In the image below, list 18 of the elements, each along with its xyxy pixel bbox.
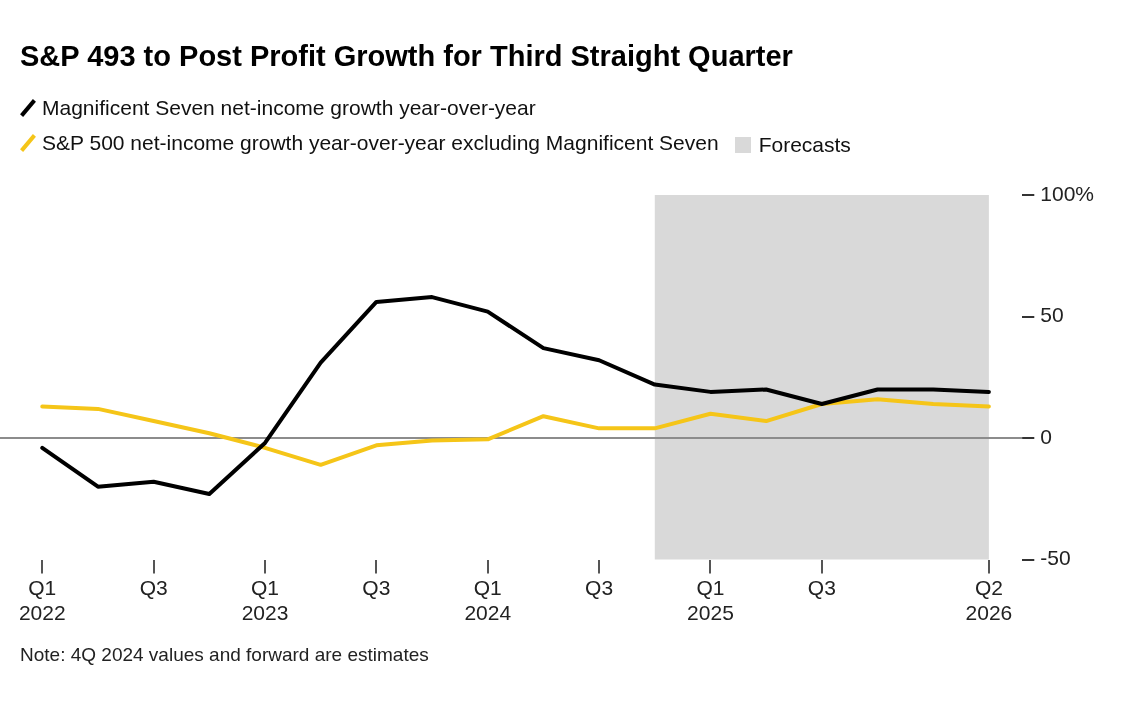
y-tick-label: -50 [1040, 546, 1071, 570]
y-tick-label: 100% [1040, 181, 1095, 205]
legend-label: S&P 500 net-income growth year-over-year excluding Magnificent Seven [42, 130, 719, 156]
x-tick-label: Q2 2026 [965, 576, 1013, 625]
x-tick-label: Q1 2023 [241, 576, 289, 625]
y-tick-label: 0 [1040, 424, 1052, 448]
x-tick-label: Q3 [807, 576, 836, 599]
text: Forecasts [758, 132, 851, 158]
x-tick-label: Q3 [585, 576, 614, 599]
x-tick-label: Q1 2022 [18, 576, 66, 625]
x-tick-label: Q1 2024 [464, 576, 512, 625]
y-tick-label: 50 [1040, 303, 1064, 327]
x-tick-label: Q3 [139, 576, 168, 599]
x-tick-label: Q1 2025 [687, 576, 734, 625]
chart-title: S&P 493 to Post Profit Growth for Third Straight Quarter [20, 40, 793, 73]
legend-label: Magnificent Seven net-income growth year-over-year [42, 95, 536, 121]
x-tick-label: Q3 [362, 576, 391, 599]
text: Note: 4Q 2024 values and forward are estimates [20, 643, 429, 667]
